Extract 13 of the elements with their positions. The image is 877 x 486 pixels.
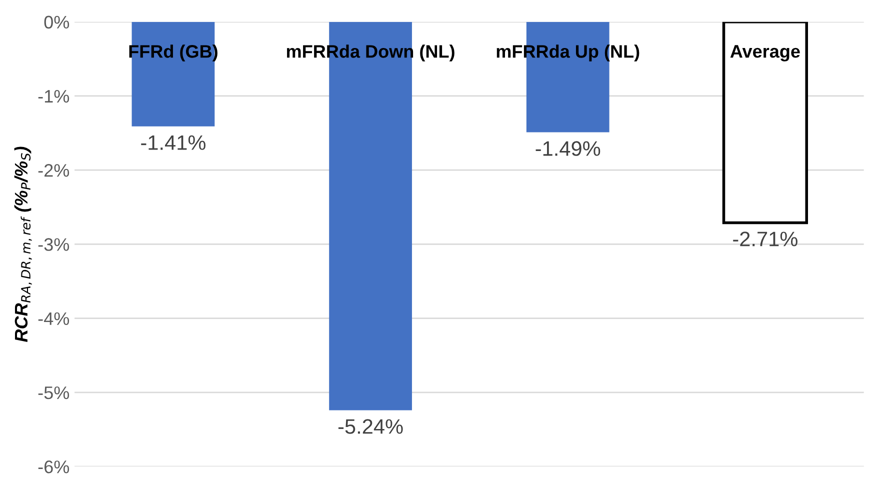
data-label: -1.49% bbox=[536, 141, 600, 156]
y-tick-label: -6% bbox=[38, 460, 70, 474]
y-tick-label: -1% bbox=[38, 90, 70, 103]
y-tick-label: -4% bbox=[38, 312, 70, 325]
data-label: -2.71% bbox=[733, 232, 798, 246]
data-label: -5.24% bbox=[338, 419, 403, 434]
data-label: -1.41% bbox=[141, 135, 206, 150]
y-axis-title: RCR$_{RA,DR,m,ref}$ (%$_{P}$/%$_{S}$) bbox=[14, 146, 32, 342]
y-tick-label: -3% bbox=[38, 238, 70, 251]
y-tick-label: 0% bbox=[44, 16, 70, 29]
x-tick-label: Average bbox=[730, 45, 800, 62]
y-tick-label: -5% bbox=[38, 386, 70, 400]
y-tick-label: -2% bbox=[38, 164, 70, 177]
